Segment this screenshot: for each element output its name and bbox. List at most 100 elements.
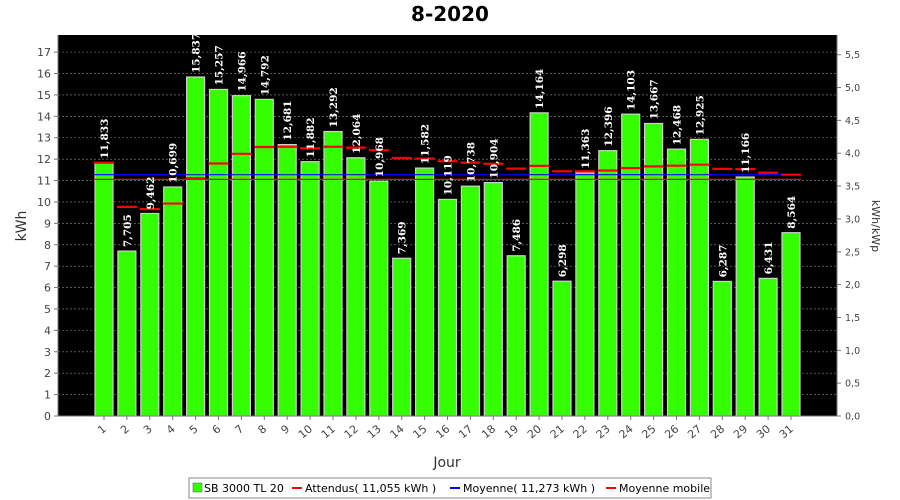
- data-label: 14,792: [259, 55, 271, 95]
- data-label: 14,164: [534, 69, 546, 109]
- data-label: 10,904: [488, 138, 500, 178]
- data-label: 15,837: [191, 33, 203, 73]
- y-tick-label: 10: [37, 196, 51, 209]
- bar: [529, 112, 549, 417]
- data-label: 12,468: [672, 105, 684, 145]
- legend-bar-label: SB 3000 TL 20: [204, 482, 284, 495]
- x-tick-label: 3: [141, 422, 155, 436]
- bar: [277, 143, 297, 417]
- bar: [460, 185, 480, 417]
- legend-average-label: Moyenne( 11,273 kWh ): [463, 482, 595, 495]
- data-label: 6,298: [557, 244, 569, 277]
- x-tick-label: 27: [685, 422, 704, 441]
- y2-tick-label: 4,5: [845, 116, 860, 127]
- data-label: 7,705: [122, 214, 134, 247]
- bar: [575, 172, 595, 417]
- x-tick-label: 13: [365, 422, 384, 441]
- bar: [140, 212, 160, 417]
- x-tick-label: 16: [433, 422, 452, 441]
- bar: [506, 255, 526, 417]
- data-label: 7,369: [397, 221, 409, 254]
- x-tick-label: 8: [256, 422, 270, 436]
- y-tick-label: 4: [44, 324, 51, 337]
- bar: [163, 186, 183, 417]
- bar: [666, 148, 687, 417]
- data-label: 10,738: [465, 142, 477, 182]
- x-tick-label: 22: [571, 422, 590, 441]
- bar: [346, 157, 366, 417]
- y-tick-label: 3: [44, 346, 51, 359]
- bar: [415, 167, 435, 417]
- bar: [598, 150, 618, 417]
- x-tick-label: 6: [210, 422, 224, 436]
- y-tick-label: 17: [37, 46, 51, 59]
- data-label: 6,287: [717, 245, 729, 278]
- y-tick-label: 7: [44, 260, 51, 273]
- y-tick-label: 12: [37, 153, 51, 166]
- x-tick-label: 28: [708, 422, 727, 441]
- y-tick-label: 14: [37, 110, 51, 123]
- bar: [758, 277, 778, 417]
- x-tick-label: 25: [639, 422, 658, 441]
- x-tick-label: 20: [525, 422, 544, 441]
- x-tick-label: 14: [388, 422, 407, 441]
- x-tick-label: 19: [502, 422, 521, 441]
- x-tick-label: 5: [187, 422, 201, 436]
- x-tick-label: 7: [233, 422, 247, 436]
- bar: [208, 88, 229, 417]
- y-axis-label: kWh: [14, 211, 30, 242]
- data-label: 13,667: [649, 79, 661, 119]
- bar: [483, 182, 503, 417]
- bar: [369, 180, 389, 417]
- y2-tick-label: 5,0: [845, 83, 860, 94]
- y2-tick-label: 3,5: [845, 182, 860, 193]
- data-labels: 11,833 7,705 9,462 10,699 15,837 15,257 14,966…: [99, 33, 798, 278]
- y2-tick-label: 0,5: [845, 379, 860, 390]
- data-label: 11,833: [99, 119, 111, 159]
- bar: [186, 76, 206, 417]
- data-label: 6,431: [763, 241, 775, 274]
- x-tick-label: 11: [319, 422, 338, 441]
- data-label: 11,363: [580, 129, 592, 169]
- data-label: 11,882: [305, 117, 317, 157]
- y-tick-label: 5: [44, 303, 51, 316]
- bar: [552, 280, 572, 417]
- data-label: 11,582: [420, 124, 432, 164]
- data-label: 9,462: [145, 177, 157, 210]
- reference-lines: [94, 145, 801, 211]
- data-label: 11,166: [740, 133, 752, 173]
- x-tick-label: 4: [164, 422, 178, 436]
- x-tick-label: 10: [296, 422, 315, 441]
- y-tick-label: 15: [37, 89, 51, 102]
- y-tick-label: 13: [37, 132, 51, 145]
- data-label: 14,966: [236, 51, 248, 91]
- bar: [735, 176, 755, 417]
- x-tick-label: 31: [777, 422, 796, 441]
- x-tick-label: 12: [342, 422, 361, 441]
- y-tick-label: 6: [44, 282, 51, 295]
- x-tick-label: 26: [662, 422, 681, 441]
- data-label: 7,486: [511, 219, 523, 252]
- y2-tick-label: 2,0: [845, 280, 860, 291]
- y-tick-label: 16: [37, 68, 51, 81]
- legend-expected-label: Attendus( 11,055 kWh ): [305, 482, 436, 495]
- bar: [781, 232, 801, 417]
- y-tick-label: 2: [44, 367, 51, 380]
- y2-axis-label: kWh/kWp: [869, 200, 882, 252]
- data-label: 10,119: [443, 155, 455, 195]
- x-tick-label: 9: [278, 422, 292, 436]
- bar: [117, 250, 137, 417]
- y-tick-label: 11: [37, 175, 51, 188]
- bar: [689, 138, 710, 417]
- data-label: 12,925: [694, 95, 706, 135]
- bar: [621, 113, 641, 417]
- y2-tick-label: 1,0: [845, 346, 860, 357]
- y-tick-label: 9: [44, 217, 51, 230]
- data-label: 15,257: [214, 45, 226, 85]
- y2-tick-label: 3,0: [845, 214, 860, 225]
- data-label: 14,103: [626, 70, 638, 110]
- legend-moving-label: Moyenne mobile: [619, 482, 710, 495]
- bar: [392, 257, 412, 417]
- x-axis-label: Jour: [432, 455, 461, 471]
